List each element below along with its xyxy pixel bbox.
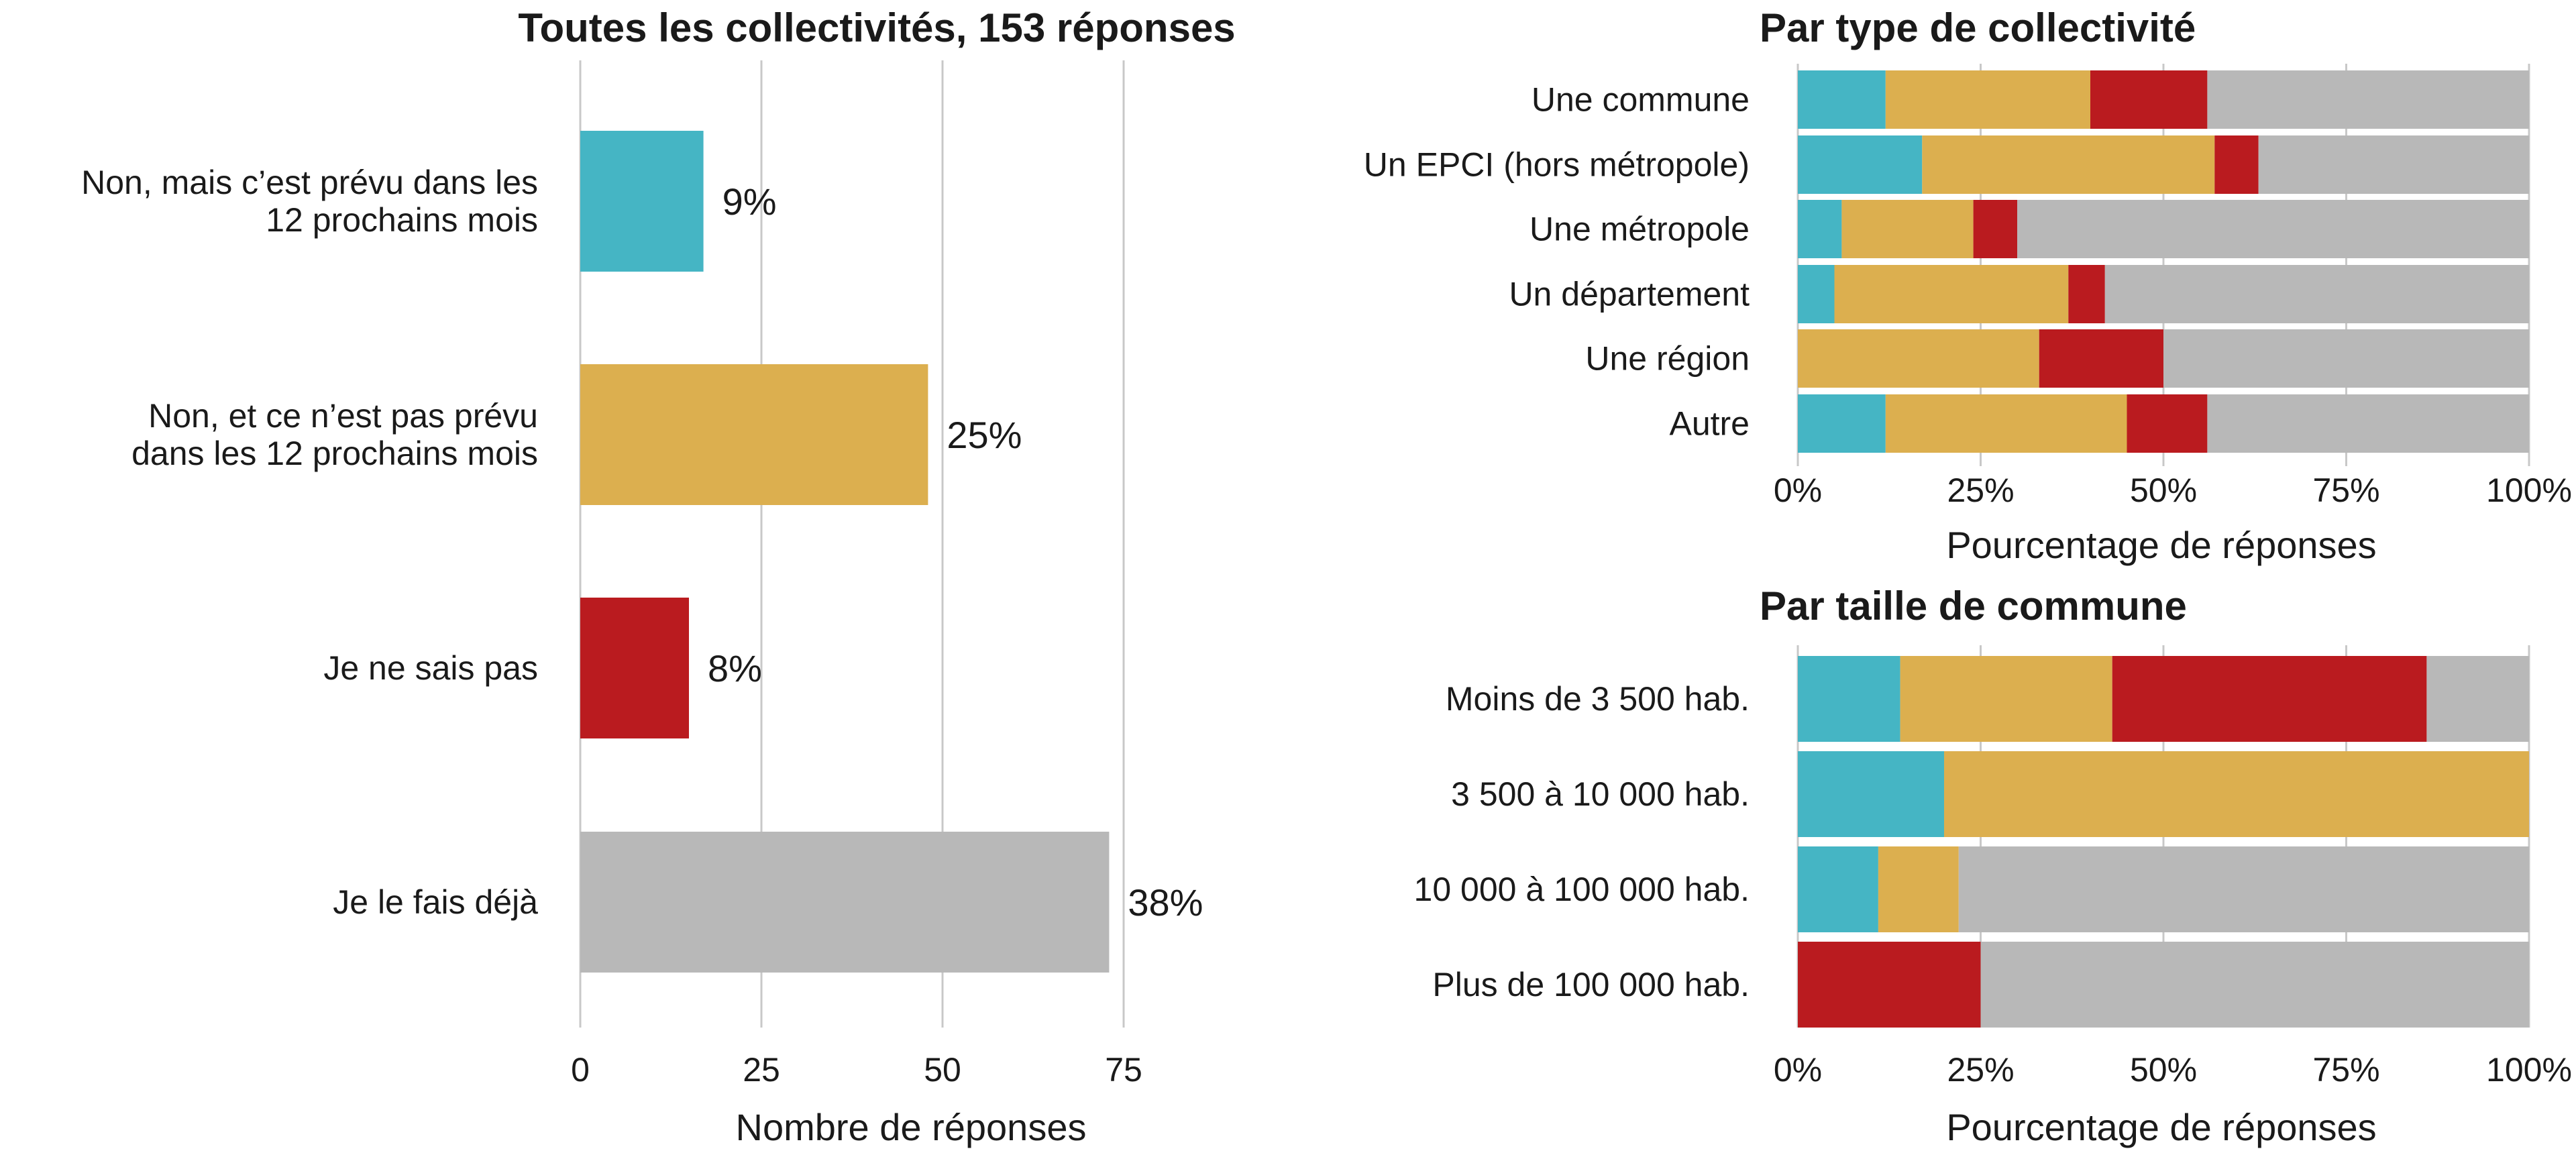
x-tick-label: 0 bbox=[571, 1051, 590, 1089]
category-label: Plus de 100 000 hab. bbox=[1432, 966, 1750, 1003]
x-tick-label: 75 bbox=[1105, 1051, 1142, 1089]
category-label: 12 prochains mois bbox=[266, 201, 538, 239]
category-label: Une région bbox=[1585, 340, 1750, 378]
bar-segment bbox=[2426, 656, 2529, 742]
x-tick-label: 100% bbox=[2486, 1051, 2572, 1089]
panel-by-commune-size: Par taille de commune Pourcentage de rép… bbox=[1414, 584, 2572, 1148]
bar-segment bbox=[2104, 265, 2529, 323]
bar-segment bbox=[1980, 942, 2529, 1028]
x-tick-label: 25% bbox=[1947, 1051, 2014, 1089]
panel-title: Toutes les collectivités, 153 réponses bbox=[518, 5, 1235, 50]
bar-segment bbox=[1798, 751, 1944, 837]
panel-title: Par taille de commune bbox=[1760, 584, 2187, 628]
bar-segment bbox=[1958, 846, 2529, 932]
x-tick-label: 50 bbox=[924, 1051, 961, 1089]
panel-all-collectivities: Toutes les collectivités, 153 réponses N… bbox=[81, 5, 1236, 1148]
bar-segment bbox=[1900, 656, 2112, 742]
x-axis-label: Pourcentage de réponses bbox=[1946, 524, 2376, 566]
bar bbox=[580, 364, 928, 505]
bar-segment bbox=[1798, 394, 1886, 453]
x-tick-label: 0% bbox=[1774, 472, 1822, 509]
bar-segment bbox=[2127, 394, 2208, 453]
category-label: Je ne sais pas bbox=[323, 649, 538, 687]
category-label: Autre bbox=[1669, 405, 1750, 443]
bar-segment bbox=[1834, 265, 2069, 323]
bar-segment bbox=[2090, 70, 2208, 129]
x-tick-label: 0% bbox=[1774, 1051, 1822, 1089]
bar-segment bbox=[2207, 394, 2529, 453]
data-label: 9% bbox=[722, 180, 777, 223]
x-tick-label: 75% bbox=[2312, 1051, 2379, 1089]
bar-segment bbox=[2017, 200, 2529, 258]
bar-segment bbox=[1973, 200, 2017, 258]
bar-segment bbox=[2207, 70, 2529, 129]
category-label: Non, et ce n’est pas prévu bbox=[148, 397, 538, 435]
category-label: Non, mais c’est prévu dans les bbox=[81, 164, 538, 201]
bar-segment bbox=[1798, 265, 1835, 323]
bar-segment bbox=[1798, 329, 2039, 388]
bar-segment bbox=[1841, 200, 1974, 258]
category-label: dans les 12 prochains mois bbox=[131, 435, 538, 472]
data-label: 38% bbox=[1128, 881, 1203, 924]
x-tick-label: 25 bbox=[743, 1051, 780, 1089]
bar-segment bbox=[1922, 135, 2215, 194]
bar-segment bbox=[1798, 70, 1886, 129]
bar-segment bbox=[1878, 846, 1959, 932]
x-axis-label: Pourcentage de réponses bbox=[1946, 1106, 2376, 1148]
category-label: Une commune bbox=[1532, 81, 1750, 119]
bar bbox=[580, 131, 704, 272]
bar bbox=[580, 832, 1110, 973]
bar-segment bbox=[2163, 329, 2529, 388]
x-tick-label: 50% bbox=[2130, 472, 2197, 509]
x-tick-label: 50% bbox=[2130, 1051, 2197, 1089]
bar-segment bbox=[2039, 329, 2163, 388]
bar-segment bbox=[1798, 846, 1878, 932]
bar-segment bbox=[1885, 70, 2090, 129]
bar-segment bbox=[2112, 656, 2427, 742]
data-label: 25% bbox=[947, 414, 1022, 456]
bar-segment bbox=[2214, 135, 2259, 194]
x-tick-label: 75% bbox=[2312, 472, 2379, 509]
bar-segment bbox=[2068, 265, 2105, 323]
panel-title: Par type de collectivité bbox=[1760, 5, 2196, 50]
category-label: Je le fais déjà bbox=[333, 883, 538, 921]
category-label: Un EPCI (hors métropole) bbox=[1364, 146, 1750, 184]
bar-segment bbox=[2258, 135, 2529, 194]
panel-by-collectivity-type: Par type de collectivité Pourcentage de … bbox=[1364, 5, 2572, 566]
bar bbox=[580, 598, 689, 738]
bar-segment bbox=[1944, 751, 2529, 837]
data-label: 8% bbox=[708, 647, 762, 689]
category-label: Moins de 3 500 hab. bbox=[1446, 680, 1750, 718]
category-label: 3 500 à 10 000 hab. bbox=[1451, 775, 1750, 813]
bar-segment bbox=[1798, 942, 1981, 1028]
category-label: 10 000 à 100 000 hab. bbox=[1414, 871, 1750, 908]
x-tick-label: 25% bbox=[1947, 472, 2014, 509]
x-tick-label: 100% bbox=[2486, 472, 2572, 509]
category-label: Un département bbox=[1509, 276, 1750, 313]
bar-segment bbox=[1798, 656, 1900, 742]
bar-segment bbox=[1885, 394, 2127, 453]
x-axis-label: Nombre de réponses bbox=[736, 1106, 1087, 1148]
category-label: Une métropole bbox=[1529, 211, 1750, 248]
bar-segment bbox=[1798, 200, 1842, 258]
bar-segment bbox=[1798, 135, 1923, 194]
